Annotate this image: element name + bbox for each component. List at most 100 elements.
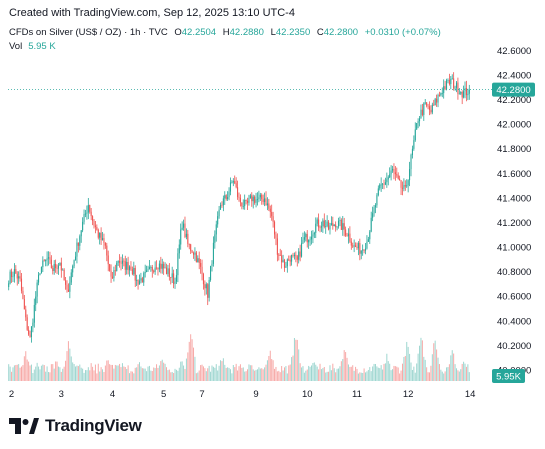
volume-bar	[271, 359, 273, 381]
volume-bar	[448, 364, 450, 381]
candle-body	[90, 211, 92, 217]
volume-bar	[42, 364, 44, 381]
candle-body	[360, 250, 362, 254]
candle-body	[298, 251, 300, 260]
candle-body	[46, 258, 48, 260]
candle-body	[266, 203, 268, 206]
volume-bar	[15, 364, 17, 381]
candle-body	[224, 195, 226, 199]
volume-label[interactable]: Vol	[9, 41, 23, 52]
volume-bar	[19, 367, 21, 381]
volume-bar	[258, 367, 260, 381]
candle-body	[356, 246, 358, 249]
candle-body	[13, 269, 15, 277]
volume-bar	[40, 365, 42, 381]
volume-bar	[133, 373, 135, 381]
candle-body	[374, 205, 377, 208]
candle-body	[235, 183, 237, 188]
candle-body	[286, 259, 288, 267]
volume-bar	[70, 356, 72, 381]
candle-body	[117, 260, 119, 263]
candle-body	[403, 185, 405, 189]
volume-bar	[59, 367, 61, 381]
volume-bar	[461, 363, 463, 381]
volume-bar	[220, 360, 222, 381]
candle-body	[80, 230, 82, 237]
volume-bar	[416, 363, 418, 381]
candle-body	[120, 262, 122, 264]
volume-bar	[53, 368, 55, 381]
x-tick-label: 9	[253, 389, 258, 400]
volume-bar	[247, 369, 249, 381]
candle-body	[215, 224, 217, 235]
volume-bar	[454, 364, 456, 381]
candle-body	[72, 266, 74, 273]
candle-body	[114, 270, 116, 272]
volume-bar	[387, 361, 389, 381]
candle-body	[113, 270, 115, 279]
volume-bar	[362, 372, 364, 381]
volume-bar	[93, 370, 95, 381]
candle-body	[410, 155, 412, 170]
volume-bar	[69, 348, 71, 381]
volume-bar	[79, 364, 81, 381]
volume-bar	[313, 362, 315, 381]
candle-body	[153, 270, 155, 272]
volume-bar	[326, 371, 328, 381]
volume-bar	[286, 373, 288, 381]
candle-body	[407, 180, 409, 186]
candle-body	[195, 252, 197, 263]
candle-body	[342, 223, 344, 230]
candle-body	[431, 104, 433, 113]
candle-body	[458, 93, 460, 95]
candle-body	[409, 169, 411, 181]
volume-bar	[120, 367, 122, 381]
volume-bar	[174, 368, 176, 381]
volume-bar	[156, 364, 158, 381]
candle-body	[218, 209, 220, 217]
volume-bar	[26, 359, 28, 381]
candle-body	[231, 182, 233, 184]
volume-bar	[143, 368, 145, 381]
volume-bar	[335, 372, 337, 381]
candle-body	[175, 275, 177, 282]
candle-body	[424, 102, 426, 104]
volume-bar	[11, 371, 13, 381]
volume-bar	[183, 365, 185, 381]
candle-body	[278, 254, 280, 256]
candle-body	[450, 79, 452, 85]
candle-body	[59, 262, 61, 266]
candle-body	[234, 181, 236, 184]
x-tick-label: 7	[199, 389, 204, 400]
candle-body	[413, 140, 415, 149]
candle-body	[50, 259, 52, 269]
volume-bar	[161, 359, 163, 381]
volume-bar	[207, 368, 209, 381]
candle-body	[281, 255, 283, 263]
candle-body	[23, 299, 25, 310]
candle-body	[69, 282, 71, 292]
candle-body	[310, 236, 313, 240]
volume-bar	[374, 364, 376, 381]
candle-body	[446, 80, 448, 89]
volume-bar	[400, 370, 402, 381]
candle-body	[455, 82, 458, 88]
tradingview-logo[interactable]: TradingView	[9, 416, 142, 436]
candle-body	[185, 233, 187, 237]
candle-body	[198, 258, 200, 263]
x-tick-label: 3	[59, 389, 64, 400]
candle-body	[53, 263, 55, 271]
candle-body	[313, 232, 315, 235]
candle-body	[79, 236, 81, 246]
candle-body	[97, 229, 99, 238]
y-tick-label: 40.4000	[497, 316, 531, 327]
candle-body	[70, 272, 72, 283]
last-price-badge	[492, 82, 535, 97]
x-tick-label: 2	[9, 389, 14, 400]
symbol-title[interactable]: CFDs on Silver (US$ / OZ) · 1h · TVC	[9, 27, 168, 38]
volume-bar	[231, 373, 233, 381]
change-value: +0.0310 (+0.07%)	[364, 27, 441, 38]
volume-bar	[92, 366, 94, 381]
volume-bar	[333, 368, 335, 381]
